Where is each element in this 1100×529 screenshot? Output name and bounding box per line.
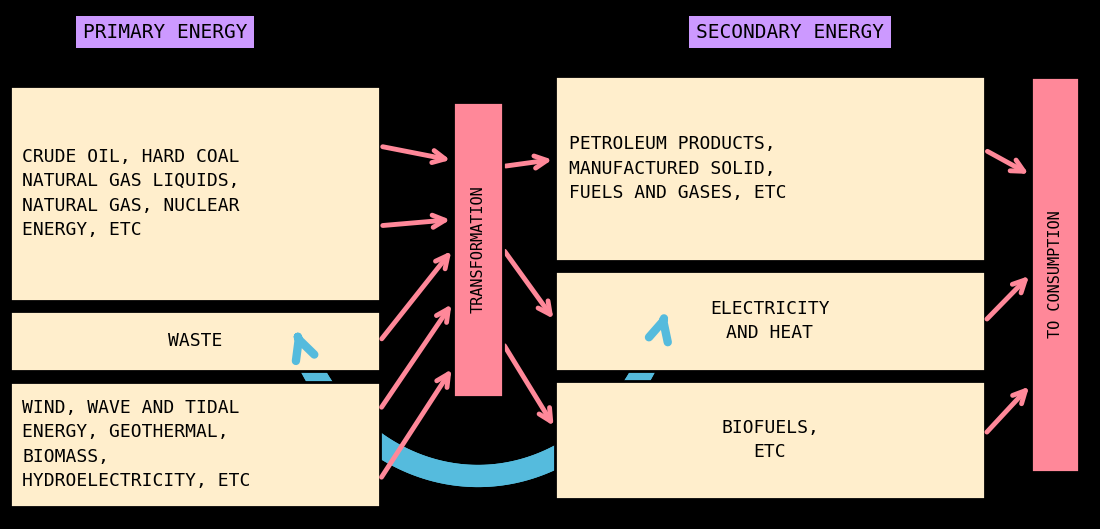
FancyBboxPatch shape [10,382,379,507]
FancyBboxPatch shape [10,311,379,371]
FancyBboxPatch shape [556,381,984,499]
Text: WASTE: WASTE [168,332,222,350]
FancyBboxPatch shape [556,76,984,261]
Text: CRUDE OIL, HARD COAL
NATURAL GAS LIQUIDS,
NATURAL GAS, NUCLEAR
ENERGY, ETC: CRUDE OIL, HARD COAL NATURAL GAS LIQUIDS… [22,148,240,239]
FancyBboxPatch shape [10,86,379,301]
Text: SECONDARY ENERGY: SECONDARY ENERGY [696,23,884,41]
Text: PRIMARY ENERGY: PRIMARY ENERGY [82,23,248,41]
FancyBboxPatch shape [556,271,984,371]
Text: ELECTRICITY
AND HEAT: ELECTRICITY AND HEAT [711,300,829,342]
FancyBboxPatch shape [1031,77,1079,471]
FancyBboxPatch shape [453,102,503,397]
Text: BIOFUELS,
ETC: BIOFUELS, ETC [722,419,818,461]
Text: TO CONSUMPTION: TO CONSUMPTION [1047,210,1063,338]
Text: TRANSFORMATION: TRANSFORMATION [471,185,485,313]
Text: WIND, WAVE AND TIDAL
ENERGY, GEOTHERMAL,
BIOMASS,
HYDROELECTRICITY, ETC: WIND, WAVE AND TIDAL ENERGY, GEOTHERMAL,… [22,399,251,490]
Text: PETROLEUM PRODUCTS,
MANUFACTURED SOLID,
FUELS AND GASES, ETC: PETROLEUM PRODUCTS, MANUFACTURED SOLID, … [569,135,786,202]
